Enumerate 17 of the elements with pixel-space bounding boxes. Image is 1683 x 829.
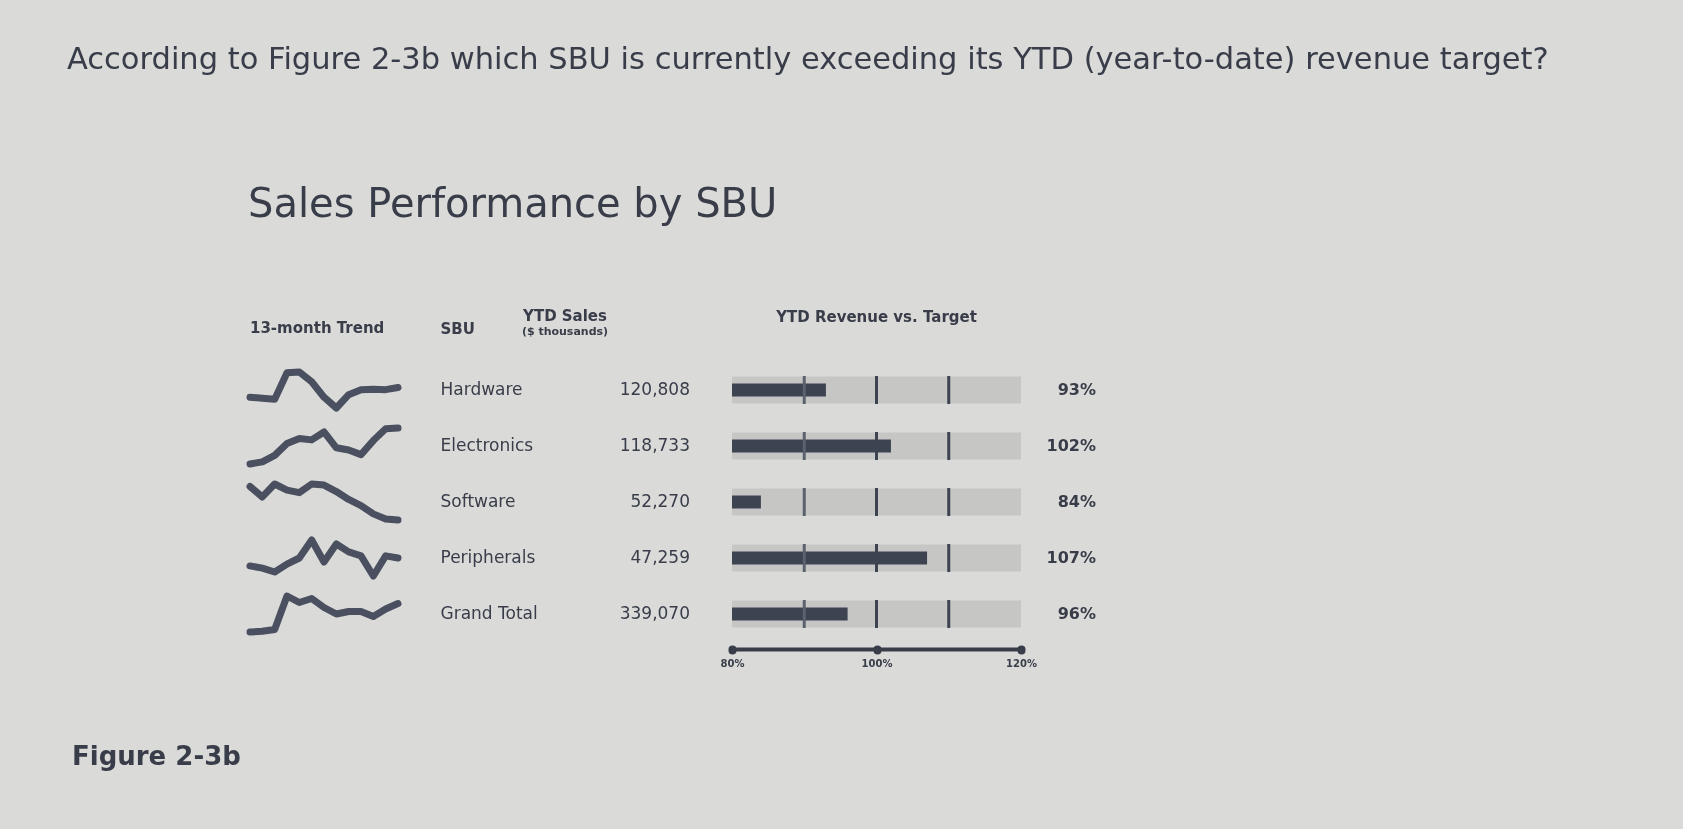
text: Sales Performance by SBU <box>248 180 778 226</box>
text: ($ thousands) <box>521 324 609 338</box>
data-label: 47,259 <box>630 547 690 567</box>
data-label: 120,808 <box>619 379 690 399</box>
category-label: Electronics <box>440 435 534 455</box>
category-label: Grand Total <box>440 603 538 623</box>
text: According to Figure 2-3b which SBU is currently exceeding its YTD (year-to-date) revenue target? <box>67 41 1549 76</box>
category-label: Peripherals <box>440 547 536 567</box>
text: SBU <box>440 319 475 338</box>
chart-title: 13-month Trend <box>250 319 385 337</box>
data-label: 339,070 <box>619 603 690 623</box>
data-label: 118,733 <box>619 435 690 455</box>
caption: Figure 2-3b <box>72 741 241 771</box>
category-label: Hardware <box>440 379 523 399</box>
data-label: 52,270 <box>630 491 690 511</box>
text: YTD Sales <box>522 306 608 325</box>
category-label: Software <box>440 491 516 511</box>
